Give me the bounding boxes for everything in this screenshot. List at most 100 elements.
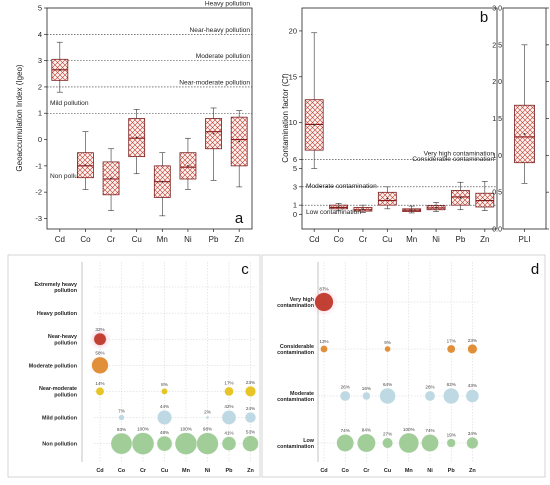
panel-d-bubbles: 87% 13% 26% 74% 16% 84% 9% 64% 27% 100% 26% 74% 17% 6… [309,286,480,454]
panel-b-letter: b [480,9,488,26]
panel-b-low-contamination-label: Low contamination [306,209,361,216]
bubble-cu-6: 48% [156,430,173,452]
y-tick-label: -1 [35,161,42,170]
threshold-label: Near-moderate pollution [179,79,250,86]
box-ni [426,202,446,212]
bubble-value-label: 8% [161,382,168,387]
bubble-value-label: 27% [383,432,392,437]
box-mn [402,205,422,214]
bubble-mark [421,434,439,452]
x-tick-label: Co [80,235,91,244]
bubble-mark [382,437,393,449]
box-pli [514,44,535,184]
bubble-mark [336,434,355,452]
y-tick-label: 3.0 [492,6,502,13]
bubble-cr-3: 84% [357,428,376,453]
bubble-cr-2: 16% [362,386,371,401]
y-tick-label: 5 [38,4,42,13]
panel-a-letter: a [235,210,244,227]
y-tick-label: 6 [293,155,297,164]
row-label-line: Moderate pollution [29,363,77,369]
row-label-line: Near-moderate [39,386,77,392]
bubble-mark [244,411,257,424]
row-label-line: Non pollution [42,442,77,448]
bubble-mark [221,410,237,425]
bubble-cu-1: 9% [384,340,391,353]
bubble-cu-4: 8% [161,382,168,395]
bubble-cd-3: 58% [91,351,109,374]
panel-b-y-axis: 01 3 56 10 15 20 [289,26,302,219]
y-tick-label: -2 [35,188,42,197]
bubble-cd-1: 13% [319,339,329,353]
bubble-value-label: 14% [95,381,104,386]
x-tick-label: Cu [132,235,142,244]
x-tick-label: Pb [456,235,466,244]
box-cd [51,41,69,93]
bubble-pb-5: 42% [221,404,237,425]
bubble-value-label: 74% [341,428,350,433]
panel-a-y-axis: -3 -2 -1 0 1 2 3 4 5 [35,4,47,223]
bubble-cr-6: 100% [131,426,155,455]
x-tick-label: Zn [235,235,244,244]
x-tick-label: Co [333,235,344,244]
bubble-mark [466,436,479,450]
threshold-label: Moderate pollution [196,53,251,60]
bubble-mark [242,435,259,452]
row-label-line: contamination [277,397,314,403]
bubble-value-label: 87% [319,286,328,291]
row-label: Considerable contamination [277,344,314,356]
box-cu [128,108,146,175]
bubble-zn-5: 24% [244,406,257,424]
bubble-value-label: 16% [362,386,371,391]
bubble-value-label: 13% [319,339,328,344]
y-tick-label: 0 [38,135,42,144]
box-zn [475,181,495,211]
y-tick-label: 15 [289,72,297,81]
bubble-value-label: 23% [468,338,477,343]
bubble-mn-3: 100% [398,427,419,454]
bubble-mark [443,387,460,405]
mean-dot [110,177,112,180]
category-label: Cd [320,468,327,474]
row-label-line: pollution [54,340,77,346]
bubble-value-label: 19% [447,432,456,437]
bubble-zn-2: 43% [465,383,480,403]
row-label-line: Very high [290,297,314,303]
bubble-value-label: 41% [224,430,233,435]
mean-dot [135,136,138,139]
bubble-value-label: 7% [118,408,125,413]
bubble-value-label: 26% [341,385,350,390]
row-label: Near-heavy pollution [48,334,77,346]
y-tick-label: 1.0 [492,153,502,160]
y-tick-label: 0.0 [492,227,502,234]
panel-d-x-axis: Cd Co Cr Cu Mn Ni Pb Zn [320,468,476,474]
category-label: Ni [427,468,433,474]
y-tick-label: 1 [293,201,297,210]
bubble-cu-5: 44% [157,404,172,425]
bubble-pb-2: 63% [443,382,460,405]
panel-a-x-axis: Cd Co Cr Cu Mn Ni Pb Zn [55,229,244,244]
x-tick-label: Ni [184,235,192,244]
bubble-value-label: 53% [246,429,255,434]
bubble-value-label: 9% [384,340,391,345]
panel-a-thresholds: Heavy pollution Near-heavy pollution Moder… [47,1,252,180]
category-label: Cr [363,468,370,474]
bubble-mark [118,414,125,421]
bubble-value-label: 63% [447,382,456,387]
threshold-label: Considerable contamination [412,156,494,163]
bubble-pb-6: 41% [221,430,237,451]
bubble-ni-5: 2% [204,410,211,420]
panel-b-x-axis: Cd Co Cr Cu Mn Ni Pb Zn [309,229,489,244]
mean-dot [386,197,389,200]
row-label: Very high contamination [277,297,314,309]
bubble-mark [320,345,328,353]
panel-c-x-axis: Cd Co Cr Cu Mn Ni Pb Zn [96,468,254,474]
threshold-label: Very high contamination [424,150,495,157]
y-tick-label: 2.0 [492,79,502,86]
bubble-mark [384,345,391,353]
x-tick-label: Cu [382,235,392,244]
bubble-value-label: 17% [447,339,456,344]
bubble-mark [245,385,256,397]
